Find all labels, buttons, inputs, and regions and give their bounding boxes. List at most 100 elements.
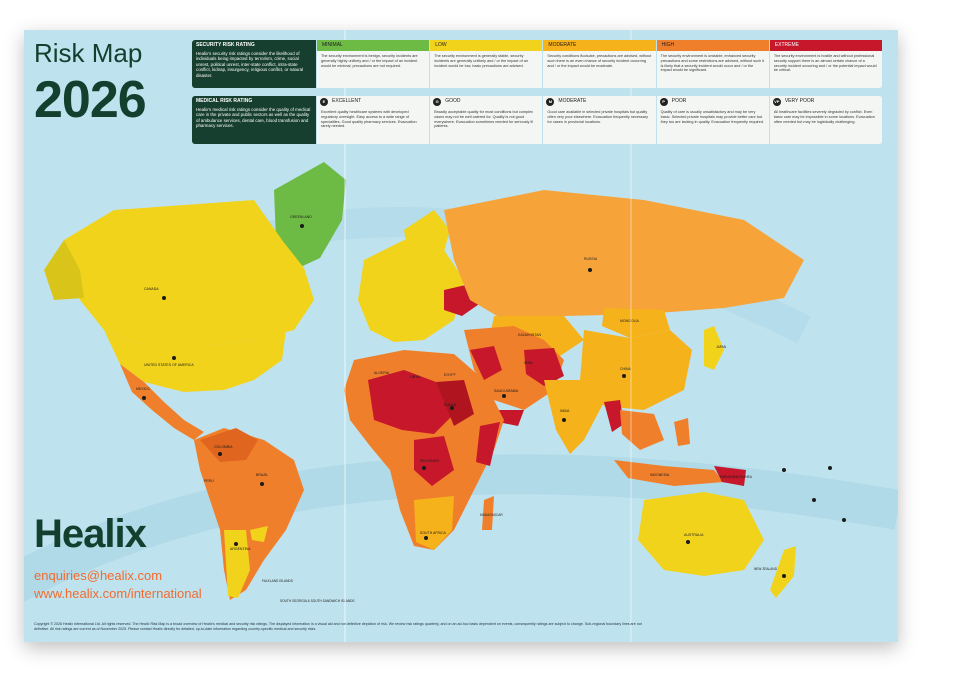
level-text: The security environment is generally st… — [434, 54, 528, 68]
level-text: Excellent quality healthcare systems wit… — [321, 110, 417, 129]
chile-argentina — [224, 530, 250, 598]
somalia — [476, 422, 500, 466]
medical-level-moderate: M MODERATE Good care available in selecte… — [543, 96, 656, 144]
papua-shape — [714, 466, 746, 486]
level-label: HIGH — [656, 40, 769, 51]
contact-email[interactable]: enquiries@healix.com — [34, 568, 163, 583]
label-mongolia: MONGOLIA — [620, 319, 640, 323]
medical-marker — [300, 224, 304, 228]
security-level-extreme: EXTREME The security environment is host… — [769, 40, 883, 88]
madagascar-shape — [482, 496, 494, 530]
colombia-venezuela — [200, 428, 258, 462]
medical-marker — [812, 498, 816, 502]
china-shape — [580, 330, 692, 410]
medical-description: Healix's medical risk ratings consider t… — [196, 106, 311, 129]
medical-marker — [218, 452, 222, 456]
level-label: POOR — [671, 98, 687, 104]
india-shape — [544, 380, 604, 454]
medical-markers — [142, 224, 846, 578]
label-mexico: MEXICO — [136, 387, 150, 391]
se-asia — [620, 410, 664, 450]
page-year: 2026 — [34, 71, 147, 129]
level-label: EXCELLENT — [332, 98, 362, 104]
level-text: Broadly acceptable quality for most cond… — [434, 110, 533, 129]
medical-marker — [782, 468, 786, 472]
security-level-minimal: MINIMAL The security environment is beni… — [317, 40, 430, 88]
medical-legend: MEDICAL RISK RATING Healix's medical ris… — [192, 96, 883, 144]
label-south-georgia: SOUTH GEORGIA & SOUTH SANDWICH ISLANDS — [280, 599, 355, 603]
label-peru: PERU — [204, 479, 214, 483]
uruguay — [250, 526, 268, 542]
medical-marker — [162, 296, 166, 300]
level-text: Quality of care is usually unsatisfactor… — [660, 110, 764, 124]
label-greenland: GREENLAND — [290, 215, 312, 219]
medical-marker — [172, 356, 176, 360]
southern-africa — [414, 496, 454, 550]
label-australia: AUSTRALIA — [684, 533, 704, 537]
philippines — [674, 418, 690, 446]
medical-marker — [502, 394, 506, 398]
medical-marker — [828, 466, 832, 470]
label-argentina: ARGENTINA — [230, 547, 251, 551]
mongolia-shape — [602, 308, 670, 338]
sahel-conflict — [368, 370, 454, 434]
scandinavia — [404, 210, 450, 270]
south-america-shape — [194, 428, 304, 600]
label-libya: LIBYA — [410, 375, 420, 379]
level-text: The security environment is unstable, en… — [660, 54, 765, 73]
medical-level-good: G GOOD Broadly acceptable quality for mos… — [430, 96, 543, 144]
contact-website[interactable]: www.healix.com/international — [34, 586, 202, 601]
label-drc: DR CONGO — [420, 459, 440, 463]
medical-badge: VP — [772, 97, 781, 106]
level-text: Security conditions fluctuate, precautio… — [547, 54, 652, 68]
label-sudan: SUDAN — [444, 403, 457, 407]
label-south-africa: SOUTH AFRICA — [420, 531, 447, 535]
medical-marker — [622, 374, 626, 378]
brand-logo: Healix — [34, 512, 147, 556]
level-label: LOW — [430, 40, 543, 51]
usa-shape — [104, 330, 286, 392]
risk-map-poster: GREENLAND CANADA UNITED STATES OF AMERIC… — [24, 30, 898, 642]
level-text: The security environment is hostile and … — [773, 54, 877, 73]
medical-badge: E — [320, 97, 328, 106]
alaska-shape — [44, 240, 84, 300]
label-china: CHINA — [620, 367, 632, 371]
label-papua: PAPUA NEW GUINEA — [720, 475, 753, 479]
copyright-notice: Copyright © 2026 Healix International Lt… — [34, 622, 642, 631]
syria-iraq-yemen — [470, 346, 502, 380]
security-level-low: LOW The security environment is generall… — [430, 40, 543, 88]
australia-shape — [638, 492, 764, 576]
label-colombia: COLOMBIA — [214, 445, 233, 449]
new-zealand-shape — [770, 546, 796, 598]
ocean-swirl — [24, 454, 898, 602]
medical-marker — [686, 540, 690, 544]
indonesia-shape — [614, 460, 724, 486]
medical-marker — [142, 396, 146, 400]
poster-fold — [630, 30, 632, 642]
level-label: MINIMAL — [317, 40, 430, 51]
medical-marker — [234, 542, 238, 546]
afghanistan-pakistan — [524, 348, 564, 386]
medical-badge: P — [659, 97, 668, 106]
label-algeria: ALGERIA — [374, 371, 390, 375]
medical-marker — [782, 574, 786, 578]
medical-legend-heading: MEDICAL RISK RATING Healix's medical ris… — [192, 96, 316, 144]
myanmar — [604, 400, 624, 432]
medical-marker — [260, 482, 264, 486]
label-madagascar: MADAGASCAR — [480, 513, 503, 517]
level-label: MODERATE — [543, 40, 656, 51]
medical-marker — [422, 466, 426, 470]
medical-marker — [450, 406, 454, 410]
page-title: Risk Map — [34, 38, 143, 68]
drc-shape — [414, 436, 454, 486]
level-text: The security environment is benign, secu… — [321, 54, 418, 68]
medical-level-excellent: E EXCELLENT Excellent quality healthcare … — [317, 96, 430, 144]
level-text: Good care available in selected private … — [547, 110, 649, 124]
level-text: All healthcare facilities severely degra… — [773, 110, 875, 124]
security-heading-text: SECURITY RISK RATING — [196, 42, 255, 48]
label-canada: CANADA — [144, 287, 159, 291]
label-indonesia: INDONESIA — [650, 473, 670, 477]
label-iran: IRAN — [524, 361, 533, 365]
label-new-zealand: NEW ZEALAND — [754, 567, 778, 571]
level-label: GOOD — [445, 98, 461, 104]
